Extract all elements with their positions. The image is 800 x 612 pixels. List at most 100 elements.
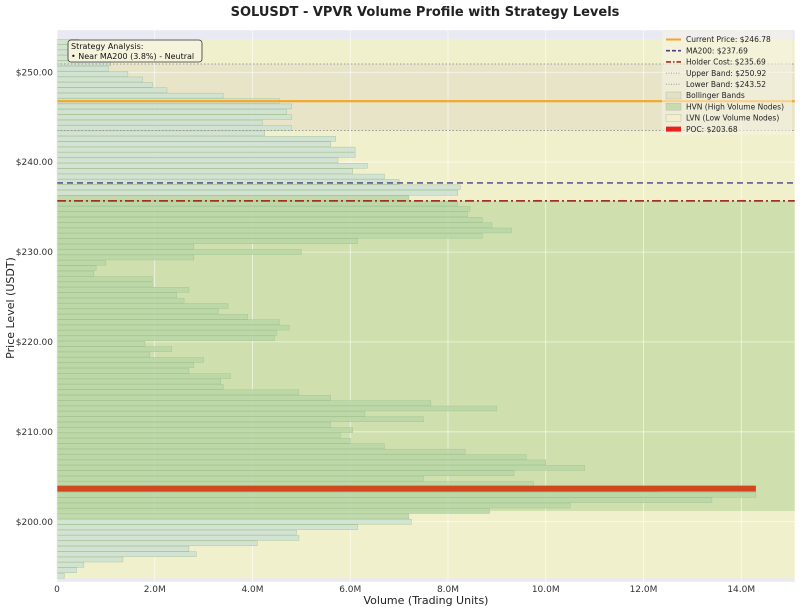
- legend-item-current_price: Current Price: $246.78: [666, 35, 771, 44]
- volume-bar: [56, 136, 336, 142]
- legend-item-holder_cost: Holder Cost: $235.69: [666, 58, 766, 67]
- x-tick-label: 10.0M: [532, 585, 560, 595]
- volume-bar: [56, 475, 424, 482]
- volume-bars: [56, 39, 757, 579]
- volume-bar: [56, 287, 190, 293]
- volume-bar: [56, 438, 351, 444]
- legend-swatch: [665, 114, 682, 122]
- volume-bar: [56, 243, 195, 250]
- volume-bar: [56, 448, 466, 455]
- volume-bar: [56, 427, 353, 433]
- volume-bar: [56, 270, 94, 277]
- volume-bar: [56, 103, 292, 110]
- y-tick-label: $220.00: [16, 338, 53, 348]
- legend-label: HVN (High Volume Nodes): [686, 102, 784, 111]
- volume-bar: [56, 211, 468, 217]
- volume-bar: [56, 303, 229, 309]
- volume-bar: [56, 341, 146, 347]
- volume-bar: [56, 405, 498, 412]
- y-axis-ticks: $200.00 $210.00 $220.00 $230.00 $240.00 $250.…: [16, 68, 53, 528]
- volume-bar: [56, 519, 412, 525]
- volume-bar: [56, 119, 263, 126]
- x-axis-ticks: 0 2.0M 4.0M 6.0M 8.0M 10.0M 12.0M 14.0M: [54, 585, 755, 595]
- volume-bar: [56, 529, 297, 536]
- volume-bar: [56, 384, 224, 390]
- axes-frame: [56, 29, 796, 583]
- legend-item-bollinger: Bollinger Bands: [665, 91, 745, 100]
- volume-bar: [56, 71, 129, 77]
- volume-bar: [56, 373, 231, 379]
- chart-title: SOLUSDT - VPVR Volume Profile with Strat…: [231, 5, 620, 20]
- legend-label: Current Price: $246.78: [686, 35, 771, 44]
- legend-label: Lower Band: $243.52: [686, 80, 766, 89]
- volume-bar: [56, 319, 280, 325]
- legend-item-upper_band: Upper Band: $250.92: [666, 69, 767, 78]
- volume-bar: [56, 378, 221, 385]
- volume-bar: [56, 513, 410, 520]
- volume-bar: [56, 562, 85, 568]
- y-tick-label: $240.00: [16, 158, 53, 168]
- volume-bar: [56, 416, 424, 422]
- volume-bar: [56, 314, 248, 320]
- legend-frame: [662, 30, 792, 135]
- volume-bar: [56, 141, 331, 147]
- x-tick-label: 6.0M: [339, 585, 361, 595]
- volume-bar: [56, 567, 77, 573]
- volume-bar: [56, 217, 483, 223]
- legend-item-lvn: LVN (Low Volume Nodes): [665, 114, 779, 123]
- volume-bar: [56, 76, 143, 83]
- legend-label: Holder Cost: $235.69: [686, 58, 766, 67]
- volume-bar: [56, 265, 97, 271]
- volume-bar: [56, 206, 471, 212]
- analysis-box-frame: [67, 39, 203, 63]
- legend-item-hvn: HVN (High Volume Nodes): [665, 102, 784, 111]
- volume-bar: [56, 389, 300, 395]
- volume-bar: [56, 109, 287, 115]
- x-tick-label: 0: [54, 585, 60, 595]
- volume-bar: [56, 454, 527, 460]
- strategy-analysis-box: Strategy Analysis: • Near MA200 (3.8%) -…: [67, 39, 203, 63]
- volume-bar: [56, 573, 65, 579]
- volume-bar: [56, 227, 512, 234]
- volume-bar: [56, 508, 490, 514]
- legend-item-lower_band: Lower Band: $243.52: [666, 80, 766, 89]
- x-tick-label: 12.0M: [630, 585, 658, 595]
- volume-bar: [56, 524, 358, 530]
- legend-swatch: [665, 102, 682, 111]
- volume-bar: [56, 411, 366, 417]
- volume-bar: [56, 502, 571, 509]
- volume-bar: [56, 330, 278, 336]
- volume-bar: [56, 546, 190, 552]
- volume-bar: [56, 114, 292, 120]
- volume-bar: [56, 130, 265, 137]
- x-tick-label: 2.0M: [144, 585, 166, 595]
- volume-bar: [56, 368, 190, 374]
- x-tick-label: 4.0M: [241, 585, 263, 595]
- volume-bar: [56, 551, 197, 557]
- volume-bar: [56, 443, 385, 449]
- y-tick-label: $230.00: [16, 248, 53, 258]
- volume-bar: [56, 556, 124, 563]
- volume-bar: [56, 222, 493, 228]
- volume-bar: [56, 65, 109, 72]
- legend-label: POC: $203.68: [686, 125, 738, 134]
- volume-bar: [56, 233, 483, 239]
- volume-bar: [56, 351, 151, 358]
- volume-bar: [56, 82, 153, 88]
- volume-bar: [56, 324, 290, 331]
- volume-bar: [56, 179, 400, 185]
- volume-bar: [56, 297, 185, 304]
- legend: Current Price: $246.78 MA200: $237.69 Hold…: [662, 30, 792, 135]
- legend-item-ma200: MA200: $237.69: [666, 46, 748, 55]
- volume-bar: [56, 190, 458, 196]
- volume-bar: [56, 276, 153, 282]
- analysis-title: Strategy Analysis:: [71, 42, 143, 51]
- volume-bar: [56, 459, 546, 466]
- volume-bar: [56, 173, 385, 180]
- volume-bar: [56, 432, 341, 439]
- volume-bar: [56, 540, 258, 547]
- volume-bar: [56, 470, 515, 476]
- y-tick-label: $200.00: [16, 518, 53, 528]
